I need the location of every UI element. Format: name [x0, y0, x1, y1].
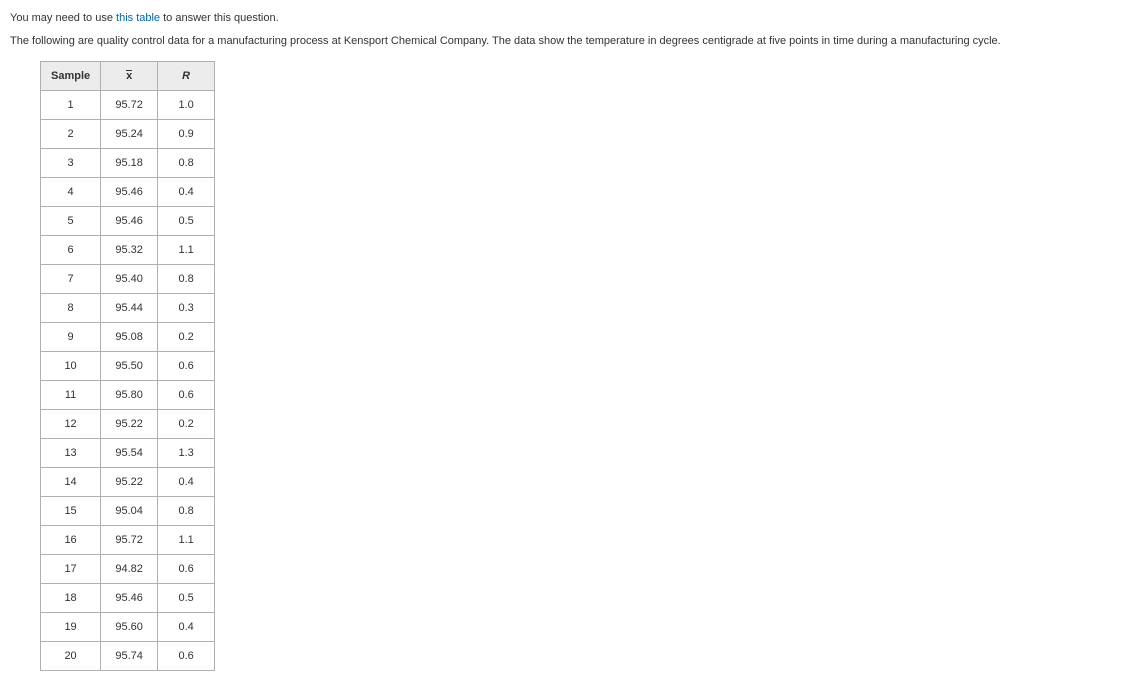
cell-x: 95.60 — [101, 613, 158, 642]
cell-sample: 15 — [41, 497, 101, 526]
intro-prefix: You may need to use — [10, 12, 116, 24]
table-row: 1195.800.6 — [41, 381, 215, 410]
header-sample: Sample — [41, 62, 101, 91]
table-row: 1395.541.3 — [41, 439, 215, 468]
cell-sample: 19 — [41, 613, 101, 642]
cell-sample: 16 — [41, 526, 101, 555]
cell-sample: 3 — [41, 149, 101, 178]
cell-x: 95.44 — [101, 294, 158, 323]
table-row: 1995.600.4 — [41, 613, 215, 642]
table-row: 995.080.2 — [41, 323, 215, 352]
xbar-symbol: x — [126, 70, 132, 82]
table-header-row: Sample x R — [41, 62, 215, 91]
cell-sample: 13 — [41, 439, 101, 468]
cell-r: 0.2 — [158, 323, 215, 352]
cell-x: 95.46 — [101, 584, 158, 613]
cell-x: 95.74 — [101, 642, 158, 671]
table-row: 195.721.0 — [41, 91, 215, 120]
cell-r: 0.5 — [158, 584, 215, 613]
table-row: 1794.820.6 — [41, 555, 215, 584]
cell-r: 1.3 — [158, 439, 215, 468]
cell-sample: 10 — [41, 352, 101, 381]
cell-r: 0.6 — [158, 642, 215, 671]
description-text: The following are quality control data f… — [10, 33, 1138, 50]
cell-r: 0.6 — [158, 381, 215, 410]
cell-x: 95.08 — [101, 323, 158, 352]
cell-r: 0.8 — [158, 149, 215, 178]
cell-x: 95.18 — [101, 149, 158, 178]
header-xbar: x — [101, 62, 158, 91]
table-row: 1695.721.1 — [41, 526, 215, 555]
cell-r: 1.1 — [158, 526, 215, 555]
table-row: 1595.040.8 — [41, 497, 215, 526]
table-row: 895.440.3 — [41, 294, 215, 323]
cell-x: 95.50 — [101, 352, 158, 381]
cell-x: 95.40 — [101, 265, 158, 294]
table-row: 295.240.9 — [41, 120, 215, 149]
cell-r: 1.0 — [158, 91, 215, 120]
table-row: 1095.500.6 — [41, 352, 215, 381]
cell-r: 0.9 — [158, 120, 215, 149]
cell-sample: 12 — [41, 410, 101, 439]
quality-control-table: Sample x R 195.721.0295.240.9395.180.849… — [40, 61, 215, 671]
table-row: 1495.220.4 — [41, 468, 215, 497]
cell-sample: 9 — [41, 323, 101, 352]
table-row: 2095.740.6 — [41, 642, 215, 671]
cell-x: 95.72 — [101, 91, 158, 120]
cell-sample: 6 — [41, 236, 101, 265]
cell-r: 0.3 — [158, 294, 215, 323]
cell-r: 0.4 — [158, 613, 215, 642]
cell-sample: 7 — [41, 265, 101, 294]
cell-x: 95.46 — [101, 207, 158, 236]
cell-x: 95.32 — [101, 236, 158, 265]
cell-x: 95.54 — [101, 439, 158, 468]
cell-sample: 14 — [41, 468, 101, 497]
cell-x: 95.22 — [101, 410, 158, 439]
cell-sample: 8 — [41, 294, 101, 323]
cell-x: 95.46 — [101, 178, 158, 207]
header-r: R — [158, 62, 215, 91]
cell-r: 0.8 — [158, 265, 215, 294]
cell-sample: 20 — [41, 642, 101, 671]
cell-sample: 5 — [41, 207, 101, 236]
table-row: 1895.460.5 — [41, 584, 215, 613]
cell-r: 0.4 — [158, 468, 215, 497]
cell-r: 1.1 — [158, 236, 215, 265]
cell-x: 95.24 — [101, 120, 158, 149]
cell-sample: 17 — [41, 555, 101, 584]
cell-x: 95.80 — [101, 381, 158, 410]
cell-sample: 11 — [41, 381, 101, 410]
cell-r: 0.6 — [158, 352, 215, 381]
table-link[interactable]: this table — [116, 12, 160, 24]
cell-sample: 2 — [41, 120, 101, 149]
table-row: 695.321.1 — [41, 236, 215, 265]
cell-sample: 4 — [41, 178, 101, 207]
cell-r: 0.8 — [158, 497, 215, 526]
table-row: 395.180.8 — [41, 149, 215, 178]
intro-suffix: to answer this question. — [160, 12, 279, 24]
intro-text: You may need to use this table to answer… — [10, 10, 1138, 27]
cell-sample: 1 — [41, 91, 101, 120]
cell-r: 0.5 — [158, 207, 215, 236]
cell-x: 94.82 — [101, 555, 158, 584]
table-row: 495.460.4 — [41, 178, 215, 207]
cell-x: 95.72 — [101, 526, 158, 555]
cell-x: 95.22 — [101, 468, 158, 497]
cell-r: 0.2 — [158, 410, 215, 439]
table-row: 595.460.5 — [41, 207, 215, 236]
table-row: 1295.220.2 — [41, 410, 215, 439]
table-row: 795.400.8 — [41, 265, 215, 294]
cell-x: 95.04 — [101, 497, 158, 526]
cell-r: 0.4 — [158, 178, 215, 207]
cell-sample: 18 — [41, 584, 101, 613]
cell-r: 0.6 — [158, 555, 215, 584]
